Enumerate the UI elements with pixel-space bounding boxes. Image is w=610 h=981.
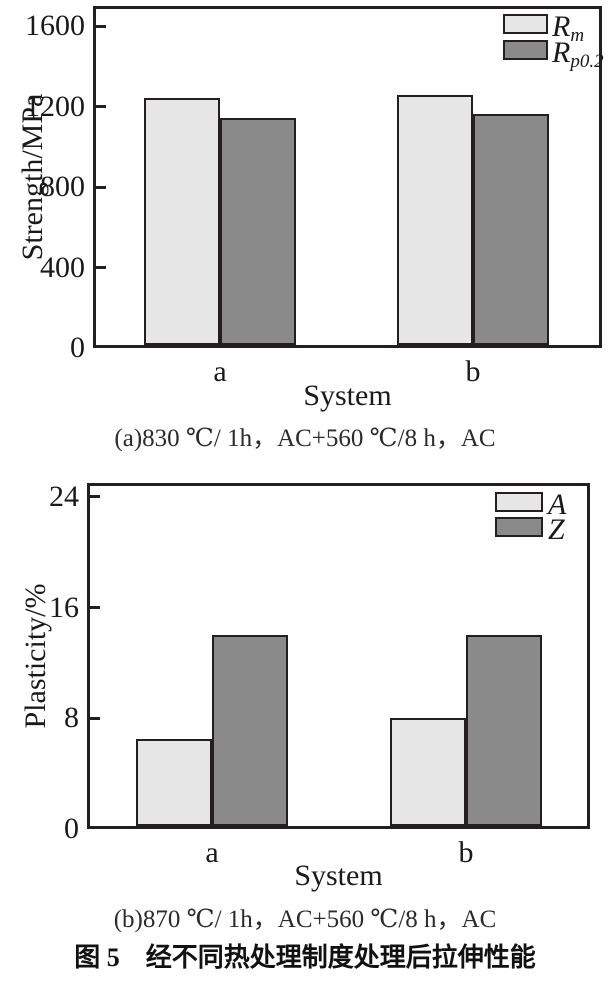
y-tick-label: 400 bbox=[40, 250, 85, 284]
x-tick-label-b: b bbox=[465, 355, 481, 388]
y-tick bbox=[90, 606, 100, 610]
y-tick-label: 1600 bbox=[25, 9, 85, 43]
figure-title: 图 5 经不同热处理制度处理后拉伸性能 bbox=[74, 943, 536, 972]
y-tick-label: 24 bbox=[49, 479, 79, 513]
x-axis-title: System bbox=[303, 379, 392, 412]
y-tick bbox=[96, 24, 106, 28]
bar-Rp0.2-a bbox=[220, 117, 296, 345]
legend-label-A: A bbox=[548, 488, 567, 521]
y-tick-label: 16 bbox=[49, 590, 79, 624]
y-tick-label: 1200 bbox=[25, 89, 85, 123]
legend-swatch-Z bbox=[495, 517, 543, 537]
x-tick-label-a: a bbox=[213, 355, 227, 388]
y-axis-title: Strength/MPa bbox=[16, 93, 49, 261]
y-tick bbox=[90, 495, 100, 499]
bar-A-a bbox=[136, 739, 212, 826]
y-tick bbox=[90, 716, 100, 720]
bar-Z-a bbox=[212, 635, 288, 826]
x-tick-label-a: a bbox=[205, 836, 219, 869]
y-tick-label: 800 bbox=[40, 170, 85, 204]
y-axis-title: Plasticity/% bbox=[19, 583, 52, 729]
bar-A-b bbox=[390, 718, 466, 826]
bar-Rp0.2-b bbox=[473, 113, 549, 345]
bar-Rm-b bbox=[397, 94, 473, 345]
legend-label-Rp0.2: Rp0.2 bbox=[552, 36, 604, 72]
legend-label-Z: Z bbox=[548, 513, 565, 546]
caption-panel-a: (a)830 ℃/ 1h，AC+560 ℃/8 h，AC bbox=[114, 425, 496, 452]
y-tick bbox=[96, 266, 106, 270]
legend-swatch-Rm bbox=[503, 14, 548, 34]
y-tick bbox=[96, 185, 106, 189]
bar-Rm-a bbox=[144, 97, 220, 345]
legend-swatch-Rp0.2 bbox=[503, 40, 548, 60]
x-tick-label-b: b bbox=[458, 836, 474, 869]
bar-Z-b bbox=[466, 635, 542, 826]
y-tick-label: 0 bbox=[70, 331, 85, 364]
legend-swatch-A bbox=[495, 492, 543, 512]
y-tick bbox=[96, 105, 106, 109]
x-axis-title: System bbox=[294, 859, 383, 892]
legend-label-Rm: Rm bbox=[552, 10, 585, 46]
y-tick-label: 8 bbox=[64, 701, 79, 735]
caption-panel-b: (b)870 ℃/ 1h，AC+560 ℃/8 h，AC bbox=[113, 906, 497, 933]
y-tick-label: 0 bbox=[64, 812, 79, 845]
